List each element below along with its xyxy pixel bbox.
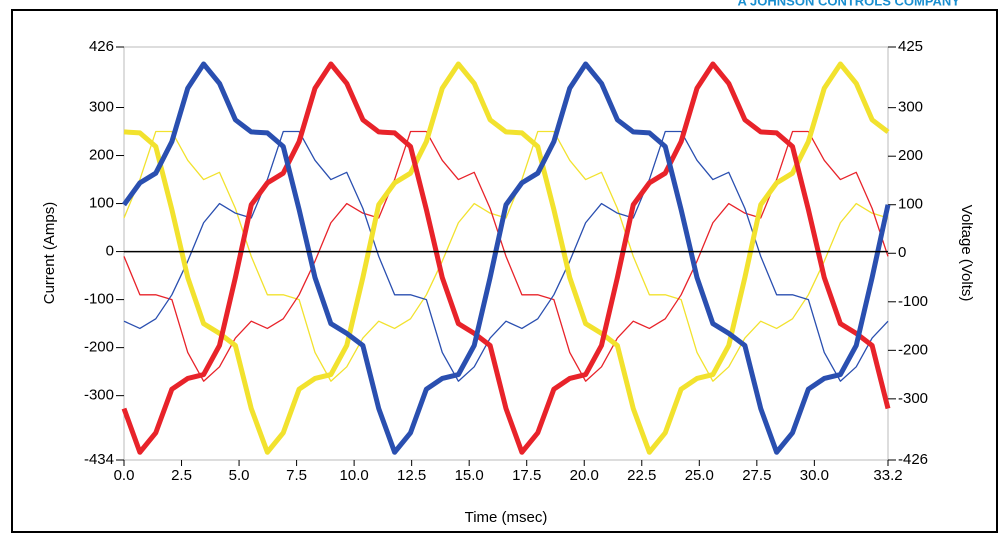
series-line	[123, 130, 889, 382]
x-tick-label: 0.0	[114, 467, 135, 484]
y2-tick-label: -300	[898, 390, 928, 407]
y2-tick-label: 100	[898, 196, 923, 213]
x-tick-label: 2.5	[171, 467, 192, 484]
x-tick-label: 22.5	[627, 467, 656, 484]
y-tick-label: 300	[89, 98, 114, 115]
y-tick-label: 0	[106, 243, 114, 260]
y-tick-label: -434	[84, 451, 114, 468]
y-axis-label: Current (Amps)	[41, 202, 58, 305]
y2-axis-label: Voltage (Volts)	[958, 205, 975, 302]
y-tick-label: -200	[84, 339, 114, 356]
x-tick-label: 33.2	[873, 467, 902, 484]
y2-tick-label: -426	[898, 451, 928, 468]
x-tick-label: 25.0	[685, 467, 714, 484]
y-tick-label: 200	[89, 147, 114, 164]
y-tick-label: 100	[89, 195, 114, 212]
y2-tick-label: -200	[898, 341, 928, 358]
y-tick-label: -100	[84, 291, 114, 308]
y2-tick-label: 0	[898, 244, 906, 261]
x-tick-label: 30.0	[800, 467, 829, 484]
series-line	[123, 61, 890, 455]
y-tick-label: -300	[84, 387, 114, 404]
x-tick-label: 20.0	[570, 467, 599, 484]
series-line	[121, 61, 891, 455]
x-tick-label: 5.0	[229, 467, 250, 484]
x-tick-label: 17.5	[512, 467, 541, 484]
series-line	[123, 130, 889, 382]
x-axis-label: Time (msec)	[465, 509, 548, 526]
x-tick-label: 12.5	[397, 467, 426, 484]
x-tick-label: 27.5	[742, 467, 771, 484]
brand: A JOHNSON CONTROLS COMPANY	[738, 0, 961, 8]
series-line	[121, 61, 891, 455]
series-line	[123, 130, 889, 382]
chart-frame	[11, 9, 998, 533]
x-tick-label: 10.0	[340, 467, 369, 484]
x-tick-label: 7.5	[286, 467, 307, 484]
y2-tick-label: 200	[898, 147, 923, 164]
y2-tick-label: 300	[898, 99, 923, 116]
x-tick-label: 15.0	[455, 467, 484, 484]
y-tick-label: 426	[89, 38, 114, 55]
y2-tick-label: 425	[898, 38, 923, 55]
y2-tick-label: -100	[898, 293, 928, 310]
